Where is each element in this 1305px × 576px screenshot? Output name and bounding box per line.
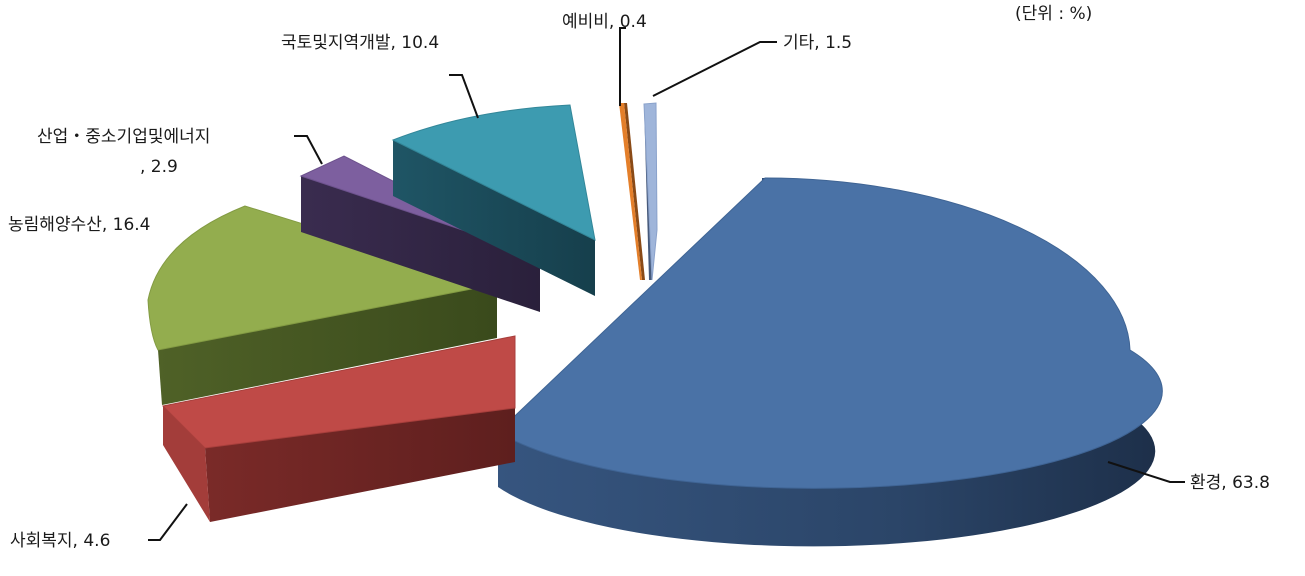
slice-reserve xyxy=(619,103,645,280)
label-industry-line2: , 2.9 xyxy=(140,157,178,177)
slice-environment xyxy=(497,177,1163,547)
slice-land-development-top xyxy=(391,104,596,241)
label-agriculture: 농림해양수산, 16.4 xyxy=(8,215,151,235)
leader-environment xyxy=(1107,461,1185,483)
label-social-welfare: 사회복지, 4.6 xyxy=(10,531,110,551)
slice-other-top xyxy=(643,102,658,281)
slice-agriculture-side xyxy=(158,284,497,405)
slice-environment-side xyxy=(498,350,1163,547)
label-reserve: 예비비, 0.4 xyxy=(562,12,647,32)
label-environment: 환경, 63.8 xyxy=(1190,473,1270,493)
slice-land-development xyxy=(391,104,596,296)
leader-industry xyxy=(294,135,323,165)
slice-social-welfare-front xyxy=(163,406,210,522)
slice-other xyxy=(643,102,658,281)
label-other: 기타, 1.5 xyxy=(783,33,852,53)
slice-land-development-side xyxy=(393,140,595,296)
slice-social-welfare-side xyxy=(205,408,515,522)
leader-other xyxy=(652,41,777,97)
slice-agriculture xyxy=(147,205,498,405)
slice-agriculture-top xyxy=(147,205,498,351)
leader-land-development xyxy=(449,74,479,119)
slice-social-welfare-top xyxy=(161,335,516,449)
label-industry-line1: 산업・중소기업및에너지 xyxy=(37,127,210,147)
slice-reserve-side xyxy=(624,103,645,280)
slice-environment-top xyxy=(497,177,1163,489)
leader-social-welfare xyxy=(148,503,188,541)
slice-social-welfare xyxy=(161,335,516,522)
leader-reserve xyxy=(619,27,626,106)
label-land-development: 국토및지역개발, 10.4 xyxy=(281,33,439,53)
slice-industry-side xyxy=(301,176,540,312)
slice-reserve-top xyxy=(619,103,642,280)
unit-label: (단위 : %) xyxy=(1015,4,1092,24)
